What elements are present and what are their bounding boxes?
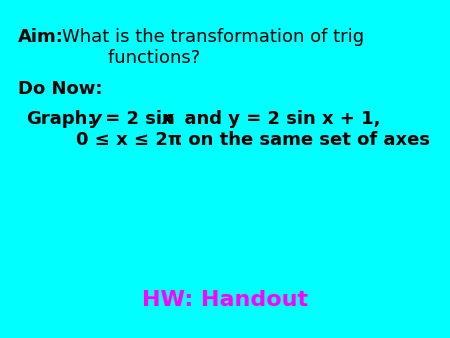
Text: What is the transformation of trig
        functions?: What is the transformation of trig funct… (62, 28, 364, 67)
Text: x: x (162, 110, 174, 128)
Text: and y = 2 sin x + 1,: and y = 2 sin x + 1, (172, 110, 381, 128)
Text: HW: Handout: HW: Handout (142, 290, 308, 310)
Text: y: y (90, 110, 102, 128)
Text: Graph:: Graph: (26, 110, 94, 128)
Text: Do Now:: Do Now: (18, 80, 103, 98)
Text: = 2 sin: = 2 sin (99, 110, 181, 128)
Text: Aim:: Aim: (18, 28, 64, 46)
Text: 0 ≤ x ≤ 2π on the same set of axes: 0 ≤ x ≤ 2π on the same set of axes (26, 131, 430, 149)
